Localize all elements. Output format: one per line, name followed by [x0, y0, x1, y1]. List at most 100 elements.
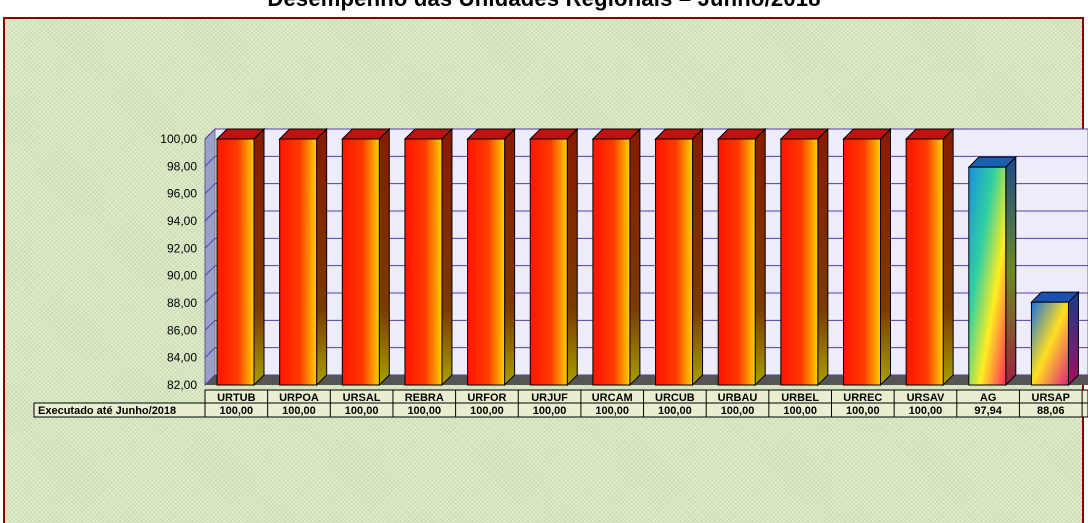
- value-label: 88,06: [1037, 405, 1065, 417]
- bar-front: [404, 138, 443, 386]
- bar-side: [1067, 290, 1079, 387]
- bar-urfor: [466, 127, 516, 387]
- category-label: URPOA: [279, 392, 319, 404]
- bars: [215, 127, 1080, 387]
- y-tick-label: 94,00: [167, 214, 197, 228]
- category-label: URFOR: [467, 392, 506, 404]
- grid-line-diagonal: [204, 183, 216, 195]
- bar-urrec: [842, 127, 892, 387]
- bar-side: [441, 127, 453, 387]
- y-tick-label: 92,00: [167, 241, 197, 255]
- category-label: URCAM: [592, 392, 633, 404]
- value-label: 100,00: [658, 405, 692, 417]
- grid-line-diagonal: [204, 319, 216, 331]
- bar-front: [968, 166, 1007, 386]
- bar-side: [692, 127, 704, 387]
- chart-title: Desempenho das Unidades Regionais – Junh…: [0, 0, 1088, 12]
- left-wall: [204, 127, 216, 387]
- y-tick-label: 96,00: [167, 187, 197, 201]
- category-label: URREC: [843, 392, 882, 404]
- bar-urbau: [716, 127, 767, 387]
- grid-line-diagonal: [204, 237, 216, 249]
- data-table: Executado até Junho/2018URTUB100,00URPOA…: [33, 389, 1088, 418]
- grid-line-diagonal: [204, 210, 216, 222]
- category-label: URJUF: [531, 392, 568, 404]
- value-label: 100,00: [721, 405, 755, 417]
- bar-front: [655, 138, 694, 386]
- bar-side: [629, 127, 641, 387]
- y-tick-label: 86,00: [167, 323, 197, 337]
- bar-urcam: [591, 127, 642, 387]
- bar-front: [780, 138, 819, 386]
- category-label: URBEL: [781, 392, 819, 404]
- table-value-row: [33, 402, 1088, 418]
- y-tick-label: 100,00: [160, 132, 197, 146]
- bar-front: [341, 138, 380, 386]
- category-label: URBAU: [718, 392, 758, 404]
- bar-side: [754, 127, 766, 387]
- y-tick-label: 88,00: [167, 296, 197, 310]
- bar-urcub: [654, 127, 704, 387]
- bar-ag: [967, 155, 1018, 387]
- bar-front: [717, 138, 756, 386]
- value-label: 100,00: [595, 405, 629, 417]
- bar-side: [880, 127, 891, 387]
- grid-line-diagonal: [204, 128, 216, 140]
- category-label: URSAV: [907, 392, 945, 404]
- bar-side: [942, 127, 954, 387]
- value-label: 100,00: [783, 405, 817, 417]
- bar-side: [504, 127, 516, 387]
- bar-side: [566, 127, 578, 387]
- y-tick-label: 82,00: [167, 378, 197, 392]
- category-label: URCUB: [655, 392, 695, 404]
- bar-side: [817, 127, 829, 387]
- value-label: 100,00: [533, 405, 567, 417]
- grid-line-diagonal: [204, 374, 216, 386]
- bar-front: [1030, 301, 1069, 386]
- chart-area: [3, 17, 1084, 523]
- category-label: REBRA: [405, 392, 444, 404]
- bar-ursal: [341, 127, 391, 387]
- bar-front: [279, 138, 318, 386]
- value-label: 100,00: [407, 405, 441, 417]
- y-tick-label: 90,00: [167, 269, 197, 283]
- grid-line-diagonal: [204, 265, 216, 277]
- grid-line-diagonal: [204, 292, 216, 304]
- bar-front: [529, 138, 568, 386]
- bar-urtub: [215, 127, 266, 387]
- bar-front: [843, 138, 881, 386]
- floor: [205, 375, 1088, 385]
- value-label: 100,00: [345, 405, 379, 417]
- bar-urjuf: [529, 127, 579, 387]
- value-label: 97,94: [974, 405, 1002, 417]
- category-label: URTUB: [217, 392, 256, 404]
- bar-front: [905, 138, 944, 386]
- bar-front: [592, 138, 631, 386]
- y-tick-label: 84,00: [167, 351, 197, 365]
- bar-urbel: [779, 127, 830, 387]
- value-label: 100,00: [470, 405, 504, 417]
- category-label: URSAL: [343, 392, 381, 404]
- series-name-label: Executado até Junho/2018: [38, 405, 176, 417]
- bar-front: [467, 138, 506, 386]
- y-axis: 82,00 84,00 86,00 88,00 90,00 92,00 94,00 96,00…: [160, 132, 197, 392]
- bar-side: [378, 127, 390, 387]
- value-label: 100,00: [282, 405, 316, 417]
- grid-line-diagonal: [204, 347, 216, 359]
- grid-line-diagonal: [204, 155, 216, 167]
- category-label: AG: [980, 392, 997, 404]
- bar-side: [253, 127, 265, 387]
- bar-front: [216, 138, 255, 386]
- value-label: 100,00: [909, 405, 943, 417]
- bar-side: [316, 127, 328, 387]
- bar-ursap: [1030, 290, 1080, 387]
- bar-side: [1005, 155, 1017, 387]
- value-label: 100,00: [219, 405, 253, 417]
- bar-rebra: [403, 127, 454, 387]
- category-label: URSAP: [1032, 392, 1071, 404]
- bar-ursav: [904, 127, 955, 387]
- table-header-row: [204, 389, 1088, 404]
- plot-walls: [204, 127, 1088, 387]
- value-label: 100,00: [846, 405, 880, 417]
